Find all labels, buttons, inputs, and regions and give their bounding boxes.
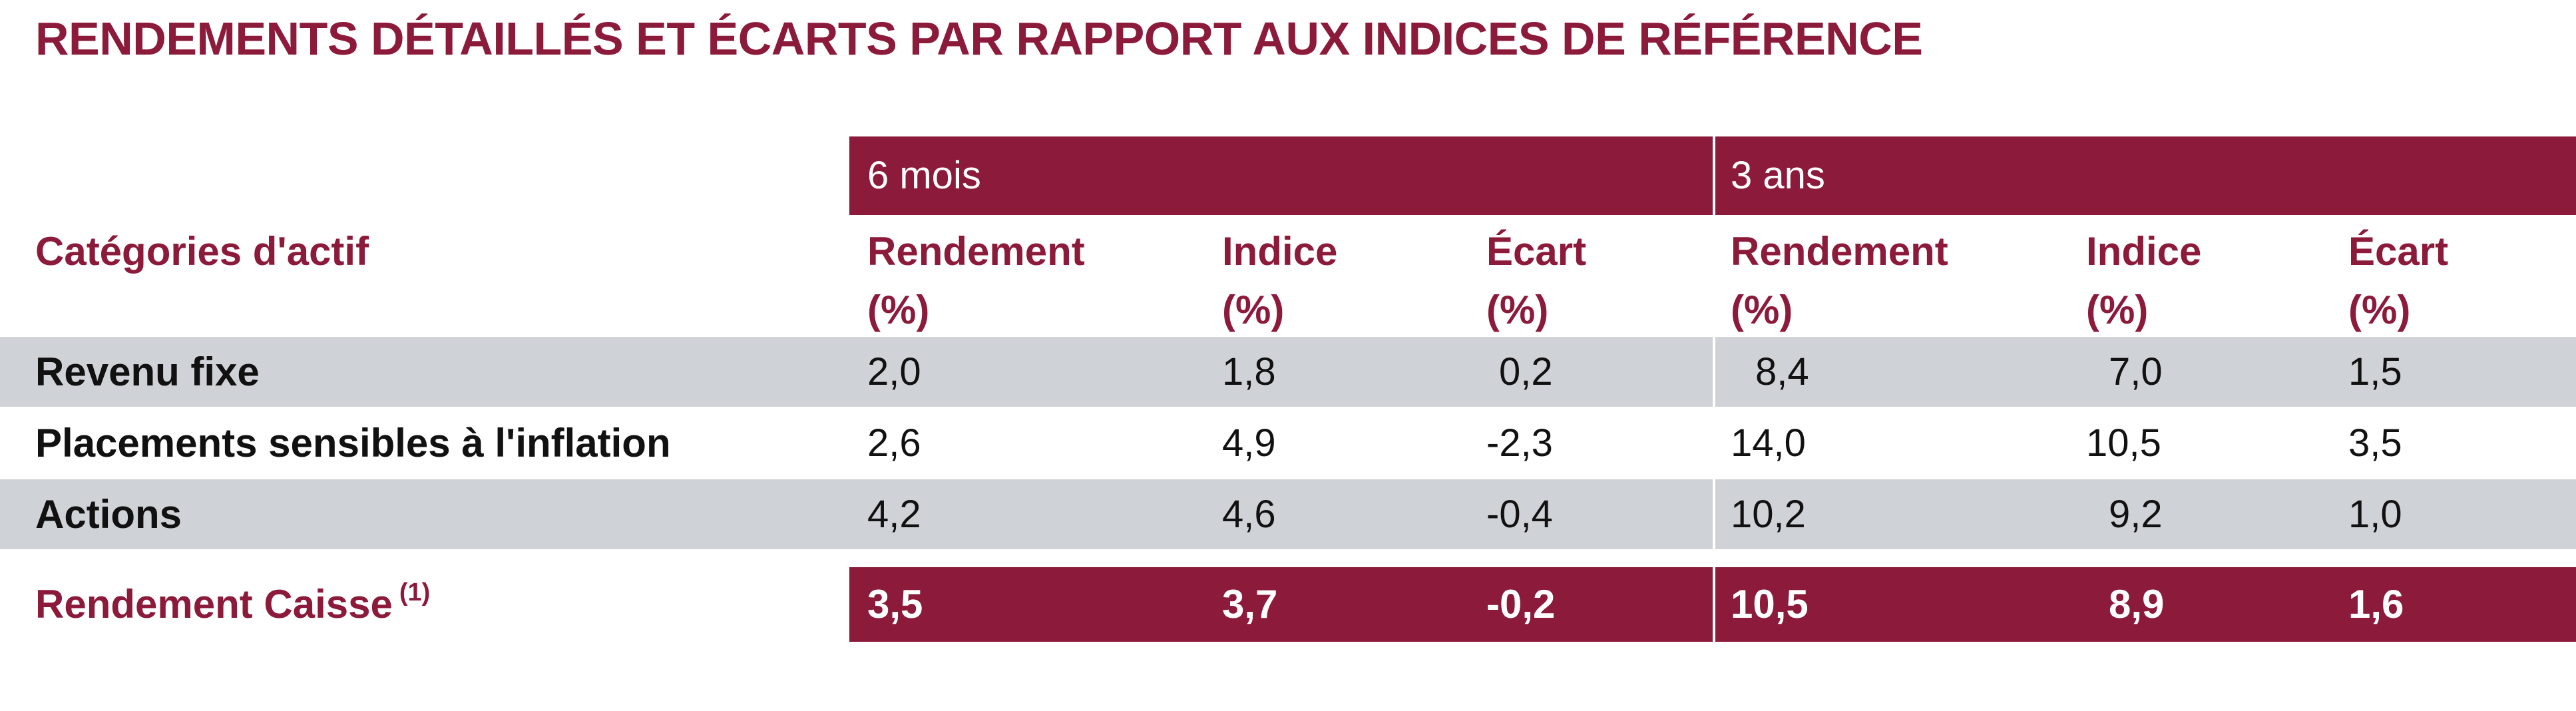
col-header-unit: (%) [1486, 288, 1549, 332]
total-cell: -0,2 [1486, 582, 1556, 626]
row-label-actions: Actions [35, 492, 182, 537]
col-header-unit: (%) [2086, 288, 2149, 332]
table-cell: 8,4 [1755, 350, 1809, 393]
table-cell: -2,3 [1486, 421, 1553, 465]
period-header-3-years [1715, 136, 2576, 215]
table-cell: 1,0 [2348, 493, 2402, 536]
total-label-text: Rendement Caisse [35, 582, 393, 626]
table-row-background [0, 479, 2576, 549]
table-cell: 9,2 [2109, 493, 2163, 536]
table-cell: 10,5 [2086, 421, 2161, 465]
col-header-6m-rendement: Rendement (%) [867, 222, 1085, 340]
col-header-line: Rendement [1731, 229, 1948, 274]
total-row-label: Rendement Caisse (1) [35, 567, 430, 642]
total-cell: 10,5 [1731, 582, 1809, 626]
col-header-unit: (%) [1731, 288, 1793, 332]
total-cell: 8,9 [2109, 582, 2165, 626]
col-header-line: Indice [2086, 229, 2202, 274]
col-header-line: Rendement [867, 229, 1085, 274]
table-cell: 7,0 [2109, 350, 2163, 393]
period-label-6-months: 6 mois [867, 154, 981, 197]
col-header-3y-ecart: Écart (%) [2348, 222, 2448, 340]
col-header-3y-indice: Indice (%) [2086, 222, 2201, 340]
table-cell: 3,5 [2348, 421, 2402, 465]
col-header-3y-rendement: Rendement (%) [1731, 222, 1948, 340]
period-divider [1713, 337, 1715, 549]
col-header-line: Écart [2348, 229, 2449, 274]
total-cell: 1,6 [2348, 582, 2404, 626]
table-cell: 1,8 [1222, 350, 1276, 393]
col-header-unit: (%) [2348, 288, 2411, 332]
total-row-band-6-months [849, 567, 1713, 642]
category-column-header: Catégories d'actif [35, 229, 369, 274]
table-row-background [0, 337, 2576, 407]
total-row-band-3-years [1715, 567, 2576, 642]
total-cell: 3,5 [867, 582, 923, 626]
period-label-3-years: 3 ans [1731, 154, 1825, 197]
table-cell: 4,6 [1222, 493, 1276, 536]
table-cell: 10,2 [1731, 493, 1806, 536]
table-cell: 4,2 [867, 493, 921, 536]
row-label-placements-inflation: Placements sensibles à l'inflation [35, 421, 671, 465]
col-header-line: Écart [1486, 229, 1587, 274]
table-cell: 14,0 [1731, 421, 1806, 465]
table-cell: 1,5 [2348, 350, 2402, 393]
table-cell: 2,0 [867, 350, 921, 393]
table-cell: -0,4 [1486, 493, 1553, 536]
col-header-6m-ecart: Écart (%) [1486, 222, 1586, 340]
table-cell: 2,6 [867, 421, 921, 465]
total-cell: 3,7 [1222, 582, 1278, 626]
col-header-6m-indice: Indice (%) [1222, 222, 1337, 340]
period-header-6-months [849, 136, 1713, 215]
table-cell: 4,9 [1222, 421, 1276, 465]
page-title: RENDEMENTS DÉTAILLÉS ET ÉCARTS PAR RAPPO… [35, 13, 1923, 65]
table-cell: 0,2 [1499, 350, 1553, 393]
row-label-revenu-fixe: Revenu fixe [35, 350, 260, 394]
col-header-unit: (%) [867, 288, 930, 332]
footnote-marker: (1) [399, 579, 431, 606]
col-header-line: Indice [1222, 229, 1338, 274]
col-header-unit: (%) [1222, 288, 1285, 332]
